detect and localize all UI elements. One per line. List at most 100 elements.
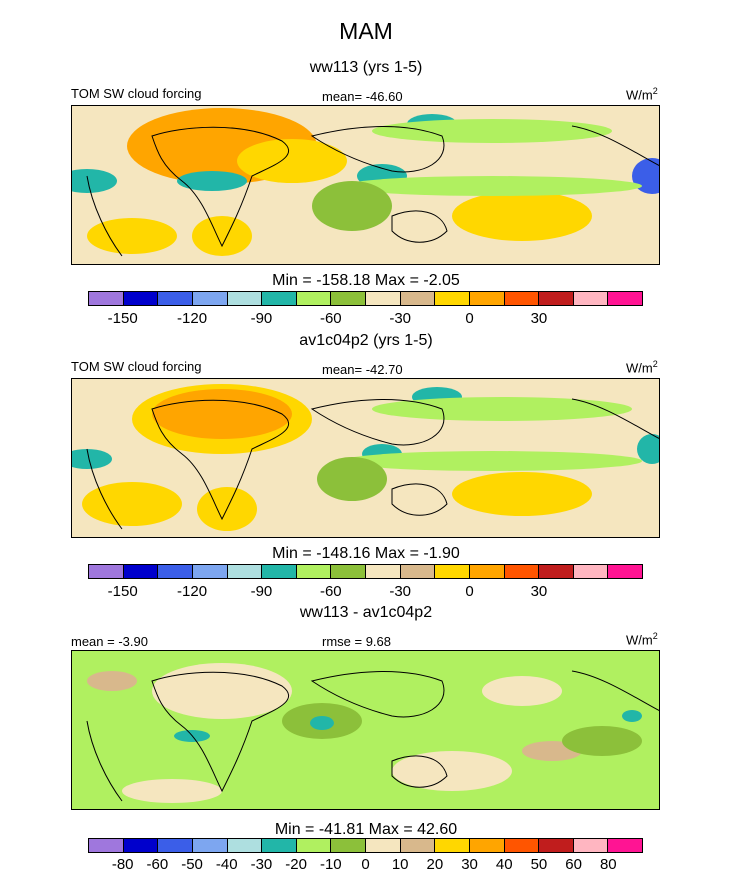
colorbar-3-tick-label: 60 xyxy=(565,856,582,873)
panel-1-units-sup: 2 xyxy=(652,86,658,96)
colorbar-2-swatch xyxy=(227,565,263,578)
coast-asia xyxy=(310,126,445,173)
colorbar-3-tick-label: -20 xyxy=(285,856,307,873)
colorbar-2-tick-label: -120 xyxy=(177,583,208,600)
field-africa-itcz xyxy=(177,171,247,191)
field-tan-2 xyxy=(87,671,137,691)
colorbar-3-tick-label: -80 xyxy=(111,856,134,873)
coast-asia xyxy=(310,671,445,718)
colorbar-2-swatch xyxy=(296,565,332,578)
coast-australia xyxy=(391,755,448,788)
panel-1-map xyxy=(71,105,660,265)
panel-3-title: ww113 - av1c04p2 xyxy=(299,604,433,621)
panel-2-colorbar xyxy=(88,564,643,579)
colorbar-1-tick-label: -120 xyxy=(177,310,208,327)
field-teal-3 xyxy=(622,710,642,722)
panel-2-units-text: W/m xyxy=(626,360,653,376)
colorbar-1-swatch xyxy=(331,292,366,305)
colorbar-3-tick-label: 40 xyxy=(495,856,513,873)
coast-australia xyxy=(391,210,448,243)
colorbar-3-swatch xyxy=(608,839,642,852)
colorbar-3-tick-label: 20 xyxy=(426,856,444,873)
panel-3-rmse: rmse = 9.68 xyxy=(322,634,392,649)
colorbar-2-swatch xyxy=(400,565,436,578)
colorbar-3-swatch xyxy=(331,839,366,852)
coast-australia xyxy=(391,483,448,516)
colorbar-3-tick-label: -30 xyxy=(250,856,273,873)
field-atlantic-west xyxy=(72,169,117,193)
field-npac-band xyxy=(372,119,612,143)
coast-africa xyxy=(151,671,290,793)
field-spac xyxy=(392,751,512,791)
colorbar-2-tick-label: -60 xyxy=(319,583,342,600)
panel-1-mean: mean= -46.60 xyxy=(322,89,403,104)
field-itcz-band xyxy=(342,451,642,471)
colorbar-1-swatch xyxy=(158,292,193,305)
panel-2-units-sup: 2 xyxy=(652,359,658,369)
colorbar-1-swatch xyxy=(366,292,401,305)
field-east-edge xyxy=(637,434,659,464)
colorbar-1-tick-label: -60 xyxy=(319,310,342,327)
colorbar-3-swatch xyxy=(296,839,332,852)
colorbar-1-swatch xyxy=(192,292,228,305)
colorbar-3-swatch xyxy=(504,839,540,852)
field-south-africa xyxy=(192,216,252,256)
field-npac xyxy=(482,676,562,706)
field-satl xyxy=(122,779,222,803)
colorbar-3-swatch xyxy=(158,839,193,852)
panel-2-units: W/m2 xyxy=(626,359,658,375)
colorbar-1-swatch xyxy=(608,292,642,305)
colorbar-1-swatch xyxy=(504,292,540,305)
field-north-africa xyxy=(152,389,292,439)
colorbar-1-swatch xyxy=(573,292,609,305)
field-itcz-band xyxy=(342,176,642,196)
colorbar-3-tick-label: 10 xyxy=(391,856,409,873)
panel-1-colorbar-ticks: -150 -120 -90 -60 -30 0 30 xyxy=(88,310,643,328)
colorbar-3-tick-label: 0 xyxy=(361,856,370,873)
panel-2-map-svg xyxy=(72,379,659,537)
colorbar-1-tick-label: -90 xyxy=(250,310,273,327)
panel-2-minmax: Min = -148.16 Max = -1.90 xyxy=(272,545,460,562)
colorbar-3-swatch xyxy=(123,839,159,852)
colorbar-1-tick-label: 30 xyxy=(530,310,548,327)
colorbar-1-tick-label: 0 xyxy=(465,310,474,327)
coast-south-america xyxy=(86,720,123,802)
coast-americas xyxy=(571,125,659,167)
colorbar-3-tick-label: -50 xyxy=(181,856,203,873)
field-south-atlantic xyxy=(87,218,177,254)
colorbar-3-tick-label: 50 xyxy=(530,856,548,873)
colorbar-2-swatch xyxy=(435,565,470,578)
colorbar-3-swatch xyxy=(366,839,401,852)
colorbar-3-swatch xyxy=(227,839,263,852)
panel-2-variable: TOM SW cloud forcing xyxy=(71,359,202,374)
colorbar-1-tick-label: -30 xyxy=(389,310,412,327)
panel-3-map xyxy=(71,650,660,810)
panel-2-title: av1c04p2 (yrs 1-5) xyxy=(299,332,433,349)
field-npac-band xyxy=(372,397,632,421)
colorbar-2-swatch xyxy=(504,565,540,578)
colorbar-2-swatch xyxy=(158,565,193,578)
panel-1-units: W/m2 xyxy=(626,86,658,102)
panel-3-map-svg xyxy=(72,651,659,809)
colorbar-3-swatch xyxy=(400,839,436,852)
field-east-pac xyxy=(562,726,642,756)
colorbar-2-swatch xyxy=(366,565,401,578)
colorbar-2-swatch xyxy=(608,565,642,578)
field-indian xyxy=(312,181,392,231)
panel-2-colorbar-ticks: -150 -120 -90 -60 -30 0 30 xyxy=(88,583,643,601)
field-north-africa xyxy=(152,663,292,719)
colorbar-1-tick-label: -150 xyxy=(107,310,138,327)
field-teal-1 xyxy=(310,716,334,730)
field-south-pacific xyxy=(452,472,592,516)
colorbar-2-swatch xyxy=(539,565,574,578)
colorbar-1-swatch xyxy=(296,292,332,305)
colorbar-3-tick-label: -60 xyxy=(146,856,169,873)
colorbar-1-swatch xyxy=(123,292,159,305)
panel-2-map xyxy=(71,378,660,538)
panel-3-mean: mean = -3.90 xyxy=(71,634,148,649)
coast-americas xyxy=(571,398,659,440)
colorbar-1-swatch xyxy=(262,292,297,305)
field-south-pacific xyxy=(452,191,592,241)
colorbar-3-tick-label: -10 xyxy=(319,856,342,873)
colorbar-3-swatch xyxy=(435,839,470,852)
